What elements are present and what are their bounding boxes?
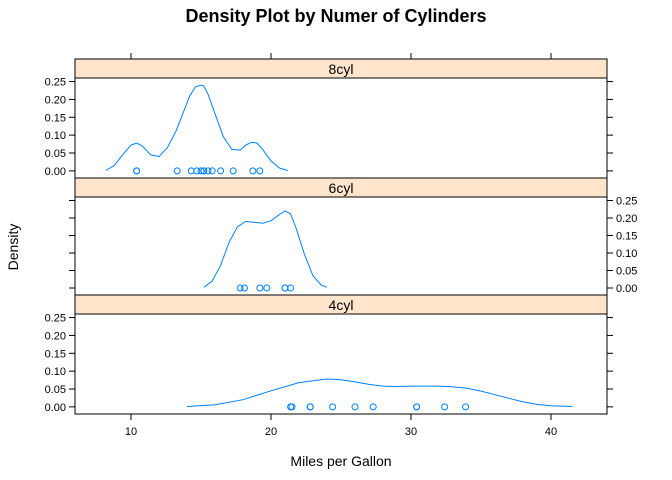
density-line-4cyl [186,378,573,407]
y-tick-label: 0.20 [45,330,66,342]
y-tick-label: 0.00 [616,283,637,295]
y-tick-label: 0.10 [616,248,637,260]
y-tick-label: 0.20 [616,213,637,225]
data-point [462,403,470,411]
data-point [133,167,141,175]
strip-label: 4cyl [329,297,354,313]
data-point [197,167,205,175]
y-tick-label: 0.10 [45,130,66,142]
data-point [351,403,359,411]
data-point [208,167,216,175]
data-point [249,167,257,175]
y-tick-label: 0.15 [45,348,66,360]
data-point [287,284,295,292]
y-tick-label: 0.05 [45,148,66,160]
y-tick-label: 0.15 [45,112,66,124]
data-point [217,167,225,175]
y-tick-label: 0.15 [616,231,637,243]
x-tick-label: 20 [265,426,277,438]
data-point [200,167,208,175]
density-line-8cyl [105,84,288,171]
data-point [256,167,264,175]
panel-frame [74,196,608,296]
x-tick-label: 40 [545,426,557,438]
data-point [441,403,449,411]
x-tick-label: 10 [125,426,137,438]
y-tick-label: 0.25 [45,77,66,89]
y-tick-label: 0.10 [45,366,66,378]
panel-frame [74,313,608,415]
panel-frame [74,77,608,179]
y-tick-label: 0.05 [45,384,66,396]
y-tick-label: 0.00 [45,402,66,414]
data-point [256,284,264,292]
data-point [329,403,337,411]
density-line-6cyl [203,210,328,288]
panel-8cyl: 8cyl 0.00 0.05 0.10 0.15 0.20 0.25 [45,58,613,179]
y-tick-label: 0.25 [616,196,637,208]
x-axis-label: Miles per Gallon [290,453,391,469]
y-tick-label: 0.00 [45,166,66,178]
data-point [306,403,314,411]
y-axis-label: Density [5,224,21,271]
x-tick-label: 30 [405,426,417,438]
strip-label: 6cyl [329,180,354,196]
y-tick-label: 0.25 [45,313,66,325]
data-point [413,403,421,411]
y-tick-label: 0.05 [616,266,637,278]
data-point [369,403,377,411]
data-point [229,167,237,175]
y-tick-label: 0.20 [45,94,66,106]
data-point [263,284,271,292]
chart-title: Density Plot by Numer of Cylinders [185,6,486,26]
data-point [193,167,201,175]
plot-area: 8cyl 0.00 0.05 0.10 0.15 0.20 0.25 6cyl 0.00 0.05… [45,53,637,438]
data-point [236,284,244,292]
data-point [204,167,212,175]
strip-label: 8cyl [329,61,354,77]
panel-4cyl: 4cyl 0.00 0.05 0.10 0.15 0.20 0.25 [45,294,613,415]
data-point [288,403,296,411]
data-point [240,284,248,292]
panel-6cyl: 6cyl 0.00 0.05 0.10 0.15 0.20 0.25 [69,177,637,296]
data-point [173,167,181,175]
